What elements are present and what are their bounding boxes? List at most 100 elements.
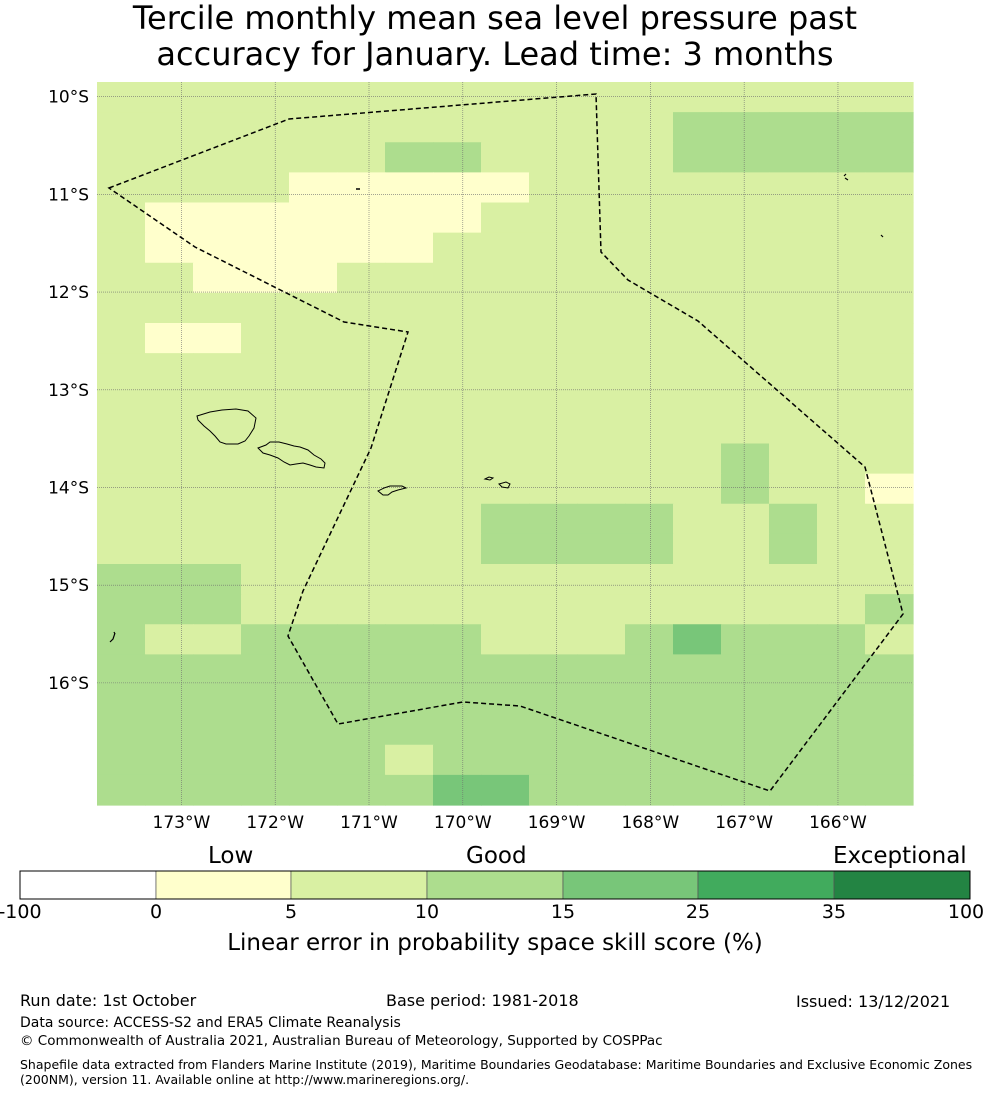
skill-cell	[769, 564, 818, 595]
skill-cell	[481, 353, 530, 384]
skill-cell	[241, 112, 290, 143]
skill-cell	[385, 292, 434, 324]
skill-cell	[193, 714, 242, 746]
skill-cell	[289, 232, 338, 264]
skill-cell	[625, 82, 674, 113]
colorbar-segment	[426, 870, 564, 900]
skill-cell	[289, 202, 338, 234]
skill-cell	[241, 413, 290, 445]
skill-cell	[289, 443, 338, 475]
skill-cell	[817, 443, 866, 475]
skill-cell	[145, 383, 194, 414]
axis-tick-labels: 10°S 11°S 12°S 13°S 14°S 15°S 16°S 173°W 172°W 17…	[48, 88, 867, 833]
skill-cell	[865, 774, 914, 806]
skill-cell	[481, 232, 530, 264]
skill-cell	[865, 714, 914, 746]
skill-cell	[97, 142, 146, 173]
skill-cell	[385, 503, 434, 535]
skill-cell	[673, 533, 722, 565]
skill-cell	[769, 744, 818, 776]
skill-cell	[433, 82, 482, 113]
skill-cell	[241, 232, 290, 264]
skill-cell	[577, 262, 626, 294]
skill-cell	[529, 624, 578, 655]
skill-cell	[817, 353, 866, 384]
skill-cell	[433, 714, 482, 746]
skill-cell	[481, 473, 530, 505]
skill-cell	[193, 473, 242, 505]
skill-cell	[721, 714, 770, 746]
skill-cell	[433, 503, 482, 535]
skill-cell	[769, 202, 818, 234]
skill-cell	[817, 473, 866, 505]
skill-cell	[817, 323, 866, 354]
skill-cell	[577, 232, 626, 264]
skill-cell	[769, 232, 818, 264]
skill-cell	[529, 594, 578, 625]
skill-cell	[721, 744, 770, 776]
skill-cell	[193, 564, 242, 595]
skill-cell	[337, 202, 386, 234]
skill-cell	[673, 774, 722, 806]
skill-cell	[433, 654, 482, 686]
skill-cell	[865, 323, 914, 354]
skill-cell	[241, 172, 290, 204]
island-tokelau-1	[843, 173, 849, 181]
skill-cell	[673, 202, 722, 234]
shapefile-credit-line-1: Shapefile data extracted from Flanders M…	[20, 1057, 973, 1072]
skill-cell	[721, 142, 770, 173]
skill-cell	[193, 744, 242, 776]
colorbar-segment	[697, 870, 835, 900]
issued-date: Issued: 13/12/2021	[796, 992, 951, 1011]
skill-cell	[481, 533, 530, 565]
skill-cell	[721, 533, 770, 565]
skill-cell	[817, 413, 866, 445]
skill-cell	[385, 413, 434, 445]
skill-cell	[97, 353, 146, 384]
skill-cell	[625, 533, 674, 565]
skill-cell	[241, 774, 290, 806]
skill-cell	[625, 564, 674, 595]
colorbar-category-good: Good	[466, 843, 527, 869]
skill-cell	[817, 262, 866, 294]
skill-cell	[529, 112, 578, 143]
skill-cell	[769, 353, 818, 384]
skill-cell	[337, 142, 386, 173]
colorbar-segment	[562, 870, 699, 900]
skill-cell	[289, 323, 338, 354]
skill-cell	[241, 564, 290, 595]
skill-cell	[625, 684, 674, 716]
latitude-tick-label: 12°S	[48, 283, 89, 303]
skill-cell	[769, 112, 818, 143]
skill-cell	[577, 383, 626, 414]
skill-cell	[577, 202, 626, 234]
skill-cell	[97, 323, 146, 354]
longitude-tick-label: 173°W	[153, 813, 211, 833]
skill-cell	[625, 624, 674, 655]
skill-cell	[625, 413, 674, 445]
skill-cell	[673, 262, 722, 294]
skill-cell	[817, 714, 866, 746]
skill-cell	[337, 564, 386, 595]
colorbar-segment	[19, 870, 157, 900]
skill-cell	[481, 202, 530, 234]
skill-cell	[241, 654, 290, 686]
skill-cell	[145, 413, 194, 445]
skill-cell	[625, 323, 674, 354]
skill-cell	[673, 624, 722, 655]
skill-cell	[385, 142, 434, 173]
skill-cell	[817, 624, 866, 655]
skill-cell	[817, 383, 866, 414]
skill-cell	[193, 654, 242, 686]
skill-cell	[145, 112, 194, 143]
skill-cell	[337, 112, 386, 143]
shapefile-credit-line-2: (200NM), version 11. Available online at…	[20, 1072, 470, 1087]
latitude-tick-label: 14°S	[48, 478, 89, 498]
skill-cell	[433, 353, 482, 384]
skill-cell	[97, 82, 146, 113]
skill-cell	[337, 353, 386, 384]
skill-cell	[385, 564, 434, 595]
skill-cell	[817, 654, 866, 686]
skill-cell	[673, 383, 722, 414]
skill-cell	[481, 774, 530, 806]
